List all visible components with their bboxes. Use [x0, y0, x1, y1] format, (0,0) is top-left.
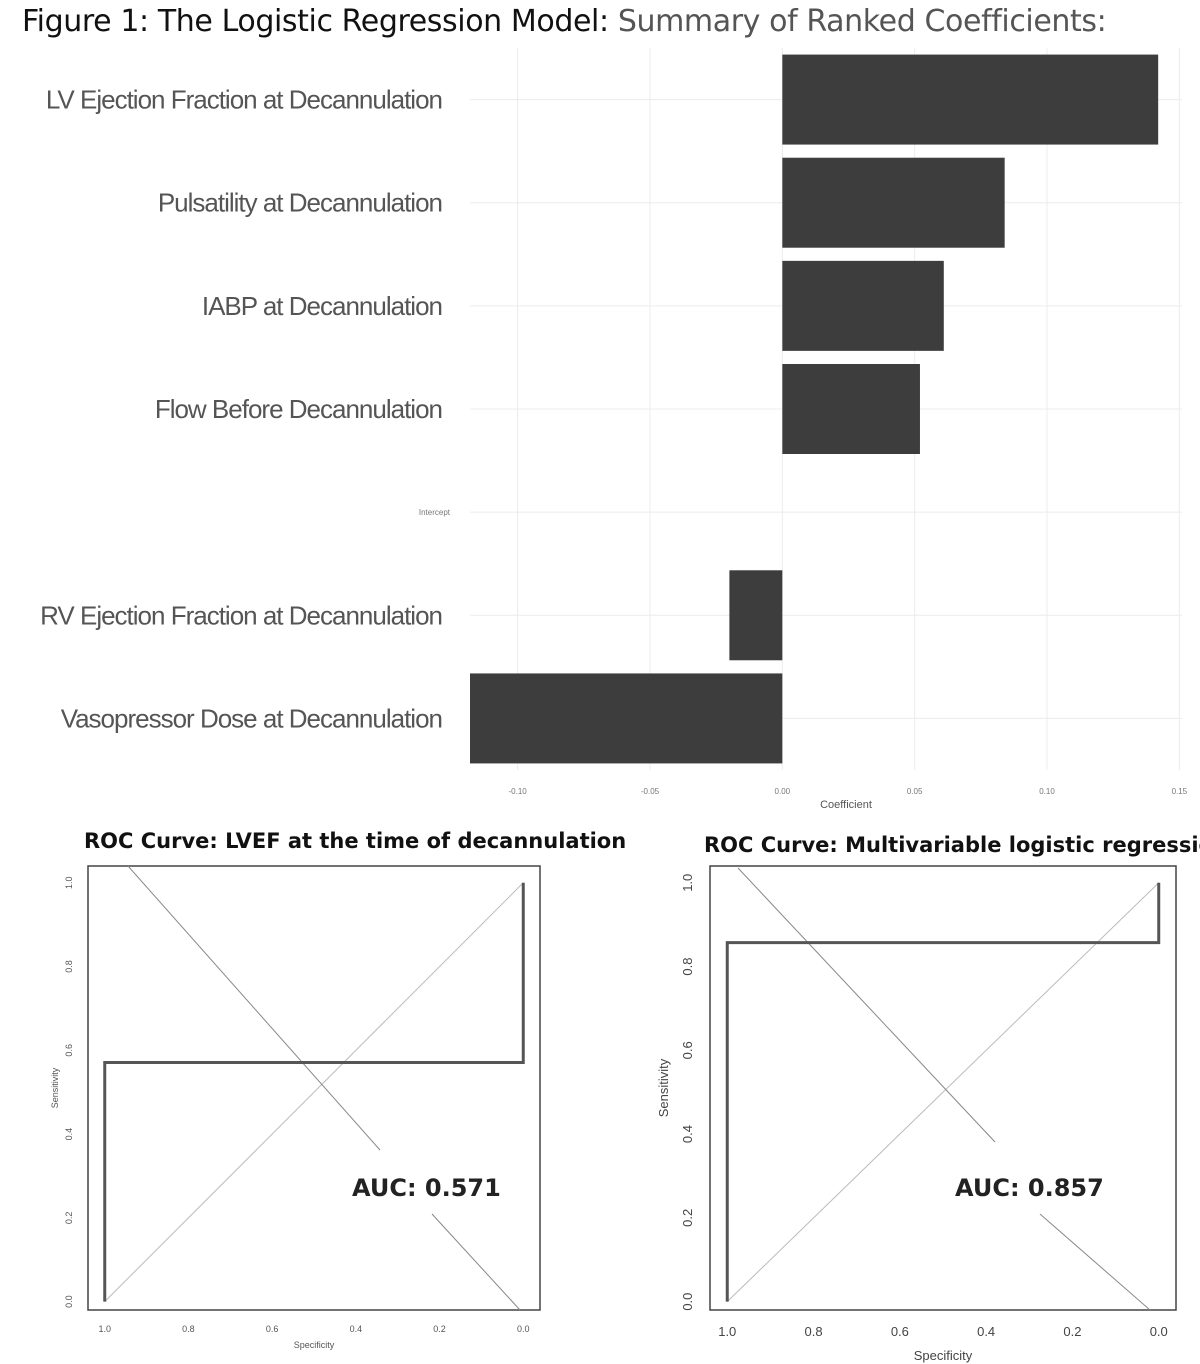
y-axis-label: Sensitivity: [656, 1058, 671, 1117]
y-tick-label: 0.0: [680, 1293, 695, 1311]
y-tick-label: 0.6: [64, 1044, 74, 1057]
figure-title-bold: Figure 1: The Logistic Regression Model:: [22, 4, 609, 39]
descending-line: [737, 867, 996, 1143]
descending-line: [1039, 1213, 1151, 1311]
roc-curve: [725, 882, 1161, 1302]
x-tick-label: 0.05: [907, 787, 923, 796]
x-tick-label: 0.00: [775, 787, 791, 796]
x-tick-label: 0.4: [350, 1324, 363, 1334]
x-tick-label: 0.15: [1172, 787, 1188, 796]
auc-label: AUC: 0.857: [955, 1174, 1104, 1202]
chance-diagonal: [726, 882, 1160, 1302]
y-category-label: LV Ejection Fraction at Decannulation: [46, 85, 442, 115]
coefficient-bar: [782, 260, 944, 351]
coefficient-bar-chart: LV Ejection Fraction at Decannulation Pul…: [40, 48, 1188, 811]
y-category-label: Vasopressor Dose at Decannulation: [61, 703, 442, 733]
x-tick-label: 0.8: [805, 1324, 823, 1339]
y-tick-label: 0.8: [680, 957, 695, 975]
chance-diagonal: [104, 882, 524, 1302]
roc-title: ROC Curve: LVEF at the time of decannula…: [84, 829, 626, 853]
x-tick-label: 0.8: [182, 1324, 195, 1334]
y-category-label: Flow Before Decannulation: [155, 394, 442, 424]
x-tick-label: 1.0: [718, 1324, 736, 1339]
roc-title: ROC Curve: Multivariable logistic regres…: [704, 833, 1200, 857]
x-tick-label: 0.2: [433, 1324, 446, 1334]
x-tick-label: 0.6: [891, 1324, 909, 1339]
figure-title-light: Summary of Ranked Coefficients:: [617, 4, 1107, 39]
coefficient-bar: [782, 157, 1005, 248]
auc-label: AUC: 0.571: [352, 1174, 501, 1202]
roc-chart-lvef: ROC Curve: LVEF at the time of decannula…: [50, 829, 626, 1350]
y-tick-label: 1.0: [680, 874, 695, 892]
x-axis-label: Specificity: [294, 1340, 335, 1350]
descending-line: [431, 1213, 521, 1311]
x-tick-label: 1.0: [98, 1324, 111, 1334]
x-tick-label: 0.2: [1063, 1324, 1081, 1339]
figure-title: Figure 1: The Logistic Regression Model:…: [22, 4, 1192, 39]
roc-curve: [103, 882, 525, 1302]
y-tick-label: 0.4: [680, 1125, 695, 1143]
x-tick-label: 0.6: [266, 1324, 279, 1334]
coefficient-bar: [729, 570, 783, 661]
x-tick-label: -0.10: [509, 787, 528, 796]
coefficient-bar: [782, 364, 920, 454]
y-axis-label: Sensitivity: [50, 1067, 60, 1108]
coefficient-bar: [470, 673, 783, 764]
y-category-label: Intercept: [419, 508, 451, 517]
coefficient-bar: [782, 54, 1159, 145]
plot-frame: [709, 865, 1177, 1311]
y-tick-label: 0.0: [64, 1295, 74, 1308]
x-tick-label: 0.0: [1150, 1324, 1168, 1339]
x-axis-label: Specificity: [914, 1348, 973, 1363]
y-tick-label: 0.4: [64, 1128, 74, 1141]
plot-frame: [87, 865, 541, 1311]
y-category-label: IABP at Decannulation: [202, 291, 442, 321]
y-tick-label: 1.0: [64, 876, 74, 889]
y-tick-label: 0.2: [64, 1212, 74, 1225]
x-tick-label: 0.4: [977, 1324, 995, 1339]
y-category-label: RV Ejection Fraction at Decannulation: [40, 600, 442, 630]
x-tick-label: 0.10: [1039, 787, 1055, 796]
x-axis-label: Coefficient: [820, 799, 872, 811]
x-tick-label: 0.0: [517, 1324, 530, 1334]
y-tick-label: 0.2: [680, 1209, 695, 1227]
x-tick-label: -0.05: [641, 787, 660, 796]
y-tick-label: 0.6: [680, 1041, 695, 1059]
roc-chart-multivariable: ROC Curve: Multivariable logistic regres…: [656, 833, 1200, 1363]
descending-line: [127, 865, 381, 1151]
y-category-label: Pulsatility at Decannulation: [158, 188, 442, 218]
y-tick-label: 0.8: [64, 960, 74, 973]
